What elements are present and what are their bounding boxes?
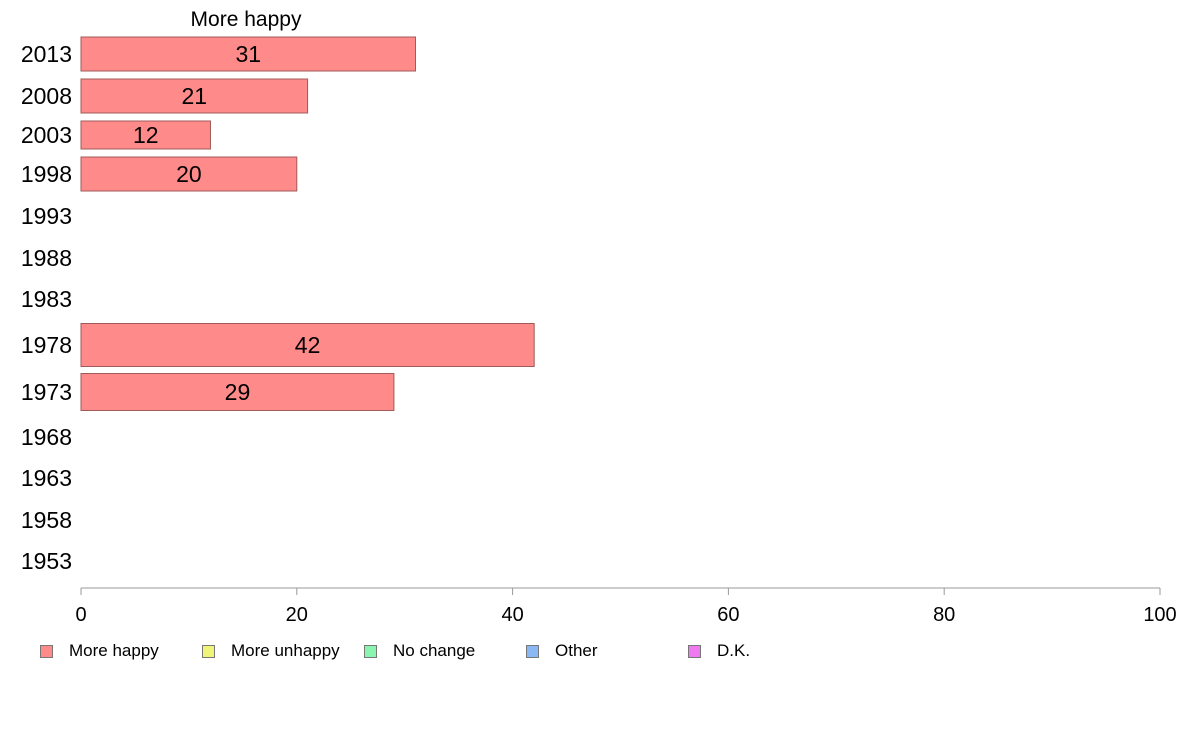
legend-label: More unhappy	[231, 641, 340, 660]
chart-title: More happy	[191, 8, 302, 31]
legend-label: No change	[393, 641, 476, 660]
legend-swatch	[364, 644, 377, 658]
bar	[80, 36, 416, 72]
legend: More happy More unhappy No change Other D.K.	[40, 641, 1160, 663]
y-tick-label: 1988	[21, 245, 72, 271]
bar	[80, 156, 298, 192]
bar-value-label: 42	[295, 332, 321, 358]
legend-swatch	[40, 644, 53, 658]
y-tick-label: 2003	[21, 122, 72, 148]
bar	[80, 323, 535, 367]
bar-value-label: 29	[225, 379, 251, 405]
y-tick-label: 1953	[21, 548, 72, 574]
y-tick-label: 1968	[21, 424, 72, 450]
x-tick-label: 20	[286, 604, 308, 626]
bar-chart: More happy 31 21 12 20 42 29 2013 2008 2003 1998…	[21, 8, 1177, 626]
y-tick-label: 1993	[21, 203, 72, 229]
y-tick-label: 2013	[21, 41, 72, 67]
x-tick-label: 80	[933, 604, 955, 626]
y-tick-label: 2008	[21, 83, 72, 109]
legend-swatch	[526, 644, 539, 658]
legend-item: D.K.	[688, 641, 750, 661]
bar-value-label: 31	[235, 41, 261, 67]
legend-item: No change	[364, 641, 475, 661]
bar-value-label: 21	[181, 83, 207, 109]
legend-swatch	[202, 644, 215, 658]
x-tick-label: 60	[717, 604, 739, 626]
y-tick-label: 1983	[21, 286, 72, 312]
bar	[80, 120, 211, 150]
y-axis-labels: 2013 2008 2003 1998 1993 1988 1983 1978 1973 1968…	[21, 41, 72, 574]
y-tick-label: 1973	[21, 379, 72, 405]
bars-group: 31 21 12 20 42 29	[80, 36, 535, 411]
x-tick-label: 0	[75, 604, 86, 626]
legend-item: Other	[526, 641, 598, 661]
y-tick-label: 1963	[21, 465, 72, 491]
legend-label: More happy	[69, 641, 159, 660]
legend-item: More happy	[40, 641, 159, 661]
legend-item: More unhappy	[202, 641, 340, 661]
y-tick-label: 1958	[21, 507, 72, 533]
bar	[80, 373, 395, 411]
legend-label: Other	[555, 641, 598, 660]
x-tick-label: 40	[501, 604, 523, 626]
legend-swatch	[688, 644, 701, 658]
bar-value-label: 20	[176, 161, 202, 187]
x-axis: 0 20 40 60 80 100	[75, 587, 1177, 626]
y-tick-label: 1978	[21, 332, 72, 358]
legend-label: D.K.	[717, 641, 751, 660]
bar	[80, 78, 309, 114]
x-tick-label: 100	[1143, 604, 1176, 626]
y-tick-label: 1998	[21, 161, 72, 187]
bar-value-label: 12	[133, 122, 159, 148]
